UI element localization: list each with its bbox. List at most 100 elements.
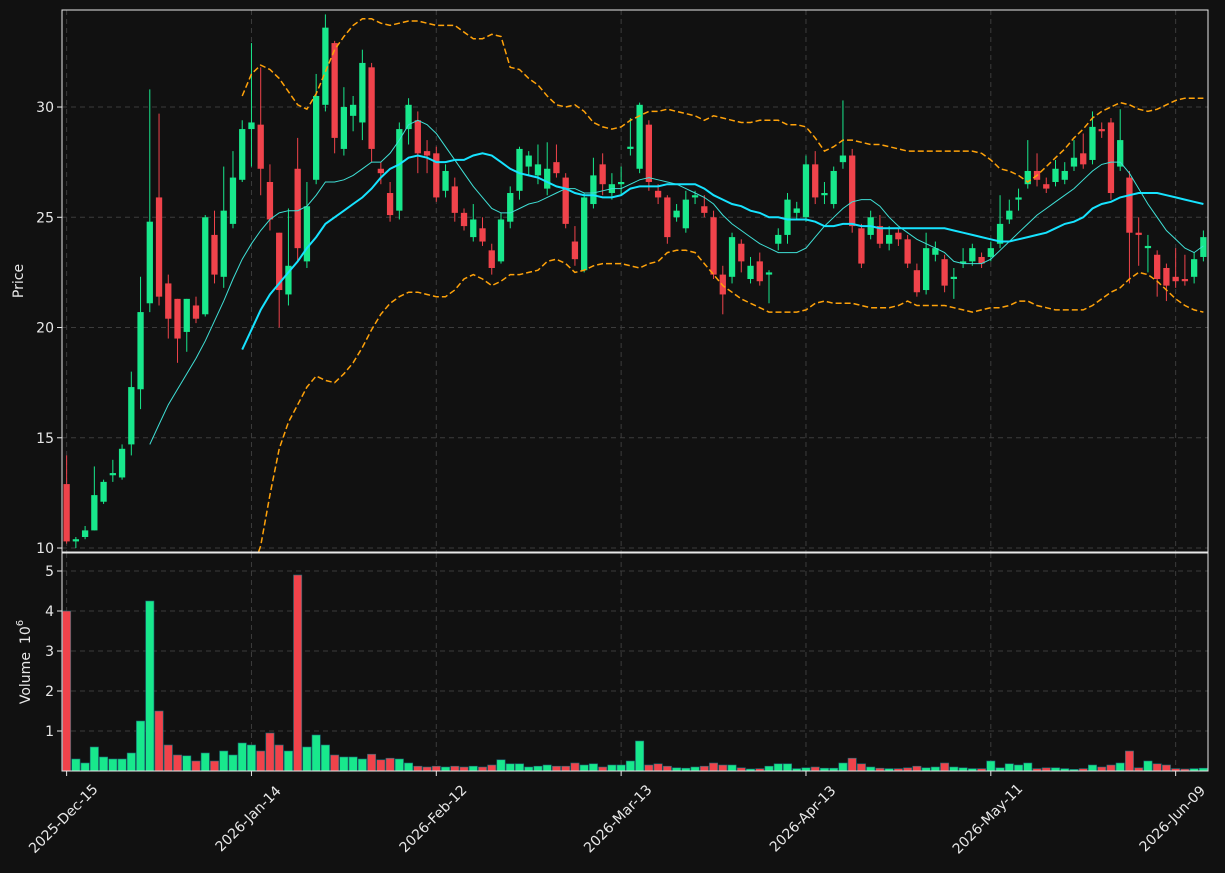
volume-bar (117, 758, 127, 771)
candle-body (886, 234, 893, 244)
volume-bar (912, 765, 922, 771)
volume-bar (293, 574, 303, 771)
candle-body (913, 270, 921, 293)
volume-bar (274, 744, 284, 771)
candle-body (932, 248, 939, 255)
volume-bar (542, 764, 552, 771)
volume-bar (468, 765, 478, 771)
volume-bar (237, 742, 247, 771)
candle-body (479, 228, 486, 242)
candle-body (590, 175, 597, 205)
volume-bar (1180, 768, 1190, 771)
candle-body (1154, 254, 1161, 280)
candle-body (423, 151, 431, 156)
candle-body (553, 162, 560, 174)
candle-body (645, 124, 653, 182)
volume-bar (1069, 769, 1079, 771)
candle-body (571, 241, 579, 260)
candle-body (941, 259, 948, 286)
candle-body (987, 248, 994, 257)
volume-bar (699, 765, 709, 771)
candle-body (165, 283, 172, 319)
volume-bar (108, 758, 118, 771)
volume-bar (200, 752, 210, 771)
volume-bar (413, 765, 423, 771)
volume-bar (62, 610, 72, 771)
volume-bar (154, 710, 164, 771)
volume-bar (1152, 763, 1162, 771)
volume-bar (829, 767, 839, 771)
volume-bar (533, 765, 543, 771)
candle-body (858, 228, 865, 264)
candle-body (507, 193, 514, 222)
volume-bar (256, 750, 266, 771)
candle-body (1052, 168, 1059, 182)
volume-panel-frame (61, 552, 1209, 772)
candle-body (978, 256, 985, 264)
candle-body (738, 243, 745, 262)
volume-offset-base: 10 (18, 626, 34, 644)
volume-bar (718, 764, 728, 771)
candle-body (1098, 129, 1105, 132)
volume-bar (635, 740, 645, 771)
volume-bar (1106, 764, 1116, 771)
volume-bar (265, 732, 275, 771)
volume-tick-label: 1 (45, 724, 54, 740)
volume-bar (71, 758, 81, 771)
volume-bar (348, 756, 358, 771)
candle-body (1080, 153, 1087, 165)
candle-body (728, 237, 736, 277)
volume-bar (847, 757, 857, 771)
candle-body (1126, 177, 1133, 233)
candle-body (137, 312, 144, 390)
volume-bar (320, 744, 330, 771)
candle-body (821, 193, 828, 196)
candle-body (257, 124, 264, 169)
price-panel-frame (61, 9, 1209, 553)
candle-body (1089, 126, 1096, 160)
volume-bar (561, 765, 571, 771)
candle-body (155, 197, 163, 297)
candle-body (747, 265, 754, 280)
overlay-line (257, 249, 1204, 552)
candle-body (793, 208, 800, 213)
volume-bar (228, 754, 238, 771)
volume-bar (838, 762, 848, 771)
candle-body (488, 250, 495, 268)
volume-bar (625, 760, 635, 771)
candle-body (849, 155, 856, 227)
candle-body (63, 484, 70, 542)
volume-tick-label: 5 (45, 564, 54, 580)
candle-body (802, 164, 810, 218)
candle-body (1200, 237, 1207, 257)
volume-bar (367, 753, 377, 771)
candle-body (220, 210, 227, 277)
candle-body (673, 210, 680, 218)
candle-body (100, 481, 107, 502)
volume-bar (607, 764, 617, 771)
candle-body (710, 217, 717, 275)
candle-body (174, 298, 181, 339)
price-tick-label: 30 (36, 100, 54, 116)
overlay-line (241, 18, 1204, 183)
candle-body (276, 232, 283, 291)
price-tick-label: 20 (36, 321, 54, 337)
volume-bar (1124, 750, 1134, 771)
candle-body (211, 234, 218, 275)
candle-body (359, 62, 366, 123)
volume-bar (191, 760, 201, 771)
candle-body (470, 219, 477, 238)
candle-body (812, 164, 819, 198)
volume-tick-label: 4 (45, 604, 54, 620)
volume-bar (653, 763, 663, 771)
candle-body (784, 199, 791, 235)
volume-bar (182, 755, 192, 771)
candle-body (654, 190, 662, 198)
volume-bar (875, 767, 885, 771)
candle-body (904, 239, 911, 264)
volume-bar (579, 764, 589, 771)
candle-body (636, 104, 643, 169)
candle-body (433, 153, 440, 198)
